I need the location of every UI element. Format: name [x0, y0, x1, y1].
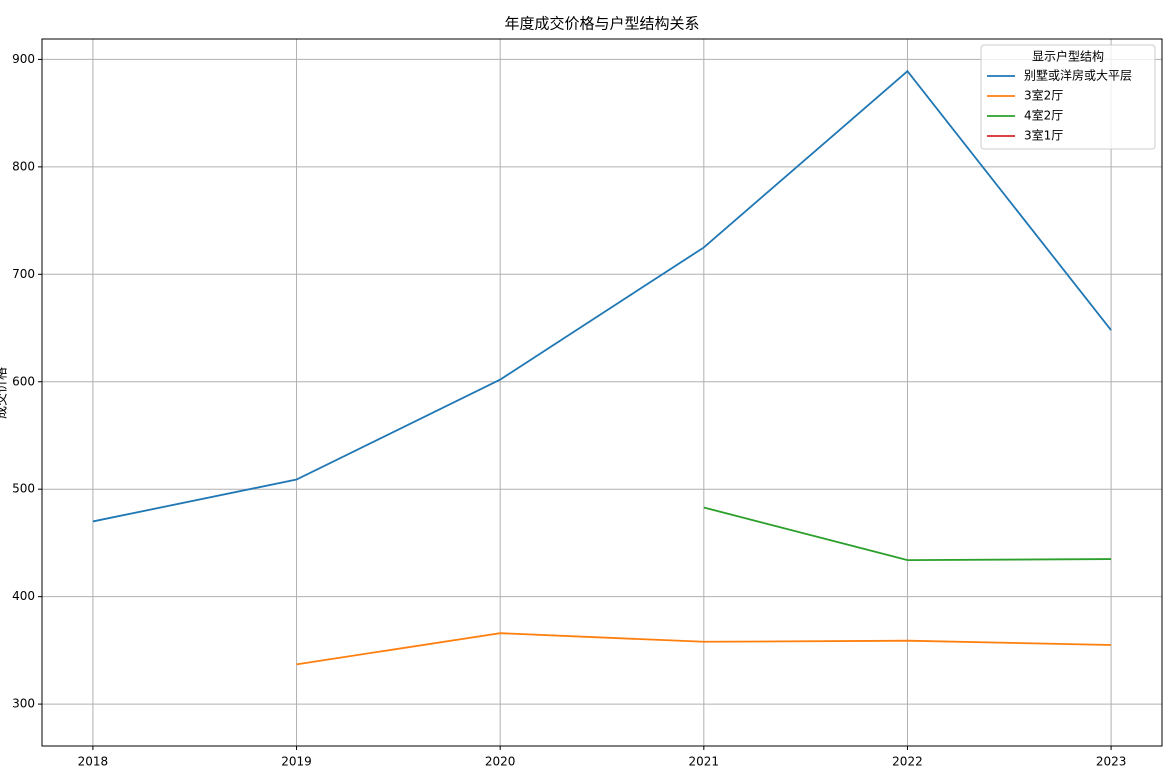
legend-label: 3室1厅 — [1024, 128, 1063, 143]
x-tick-label: 2020 — [485, 755, 516, 769]
y-tick-label: 600 — [12, 374, 35, 388]
legend-box — [980, 44, 1156, 150]
legend-label: 别墅或洋房或大平层 — [1024, 68, 1132, 83]
y-tick-label: 400 — [12, 589, 35, 603]
y-axis-label: 成交价格 — [0, 367, 10, 419]
y-tick-label: 300 — [12, 697, 35, 711]
y-tick-label: 500 — [12, 482, 35, 496]
plot-frame — [41, 38, 1163, 747]
legend-label: 3室2厅 — [1024, 88, 1063, 103]
data-line — [703, 506, 1112, 562]
y-tick-label: 800 — [12, 159, 35, 173]
x-tick-label: 2019 — [281, 755, 312, 769]
data-line — [296, 632, 1112, 666]
x-tick-label: 2023 — [1096, 755, 1127, 769]
data-line — [92, 69, 1112, 523]
legend-title: 显示户型结构 — [1032, 49, 1104, 64]
y-tick-label: 900 — [12, 52, 35, 66]
x-tick-label: 2018 — [78, 755, 109, 769]
y-tick-label: 700 — [12, 267, 35, 281]
x-tick-label: 2021 — [689, 755, 720, 769]
x-tick-label: 2022 — [892, 755, 923, 769]
chart-title: 年度成交价格与户型结构关系 — [504, 15, 699, 33]
legend-label: 4室2厅 — [1024, 108, 1063, 123]
